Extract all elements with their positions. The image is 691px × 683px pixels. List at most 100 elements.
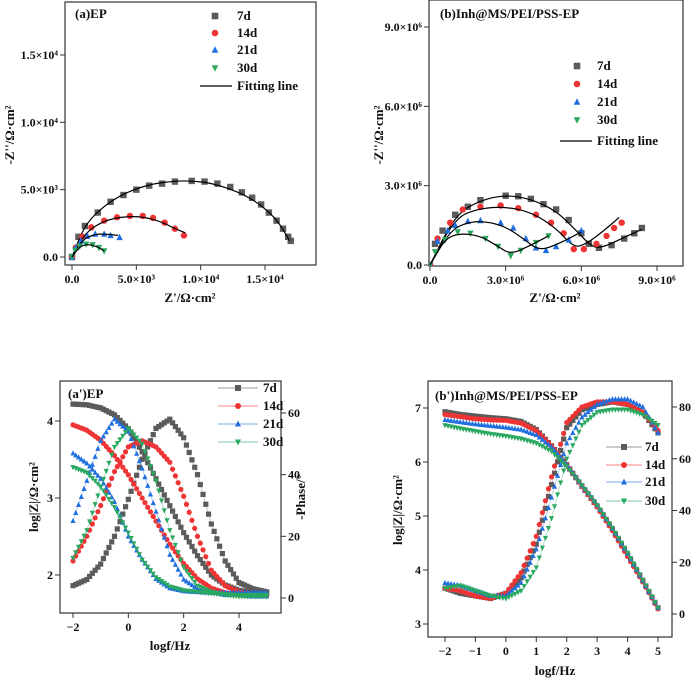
phase-point xyxy=(178,486,184,493)
series-30d xyxy=(442,407,661,611)
phase-point xyxy=(175,427,181,433)
phase-point xyxy=(156,423,162,430)
logZ-line xyxy=(72,424,267,597)
logZ-point xyxy=(200,560,206,567)
phase-point xyxy=(518,588,524,594)
phase-point xyxy=(120,423,126,429)
phase-point xyxy=(518,570,524,576)
phase-point xyxy=(153,425,159,432)
phase-point xyxy=(134,472,140,478)
logZ-point xyxy=(145,504,151,510)
logZ-point xyxy=(114,505,120,511)
phase-point xyxy=(95,445,101,451)
data-point xyxy=(214,180,221,187)
phase-point xyxy=(551,470,558,476)
phase-point xyxy=(100,496,107,502)
logZ-point xyxy=(512,425,518,431)
phase-point xyxy=(136,438,142,444)
series-30d xyxy=(429,229,552,266)
phase-point xyxy=(603,408,609,414)
logZ-point xyxy=(621,545,628,551)
data-point xyxy=(81,222,89,230)
logZ-point xyxy=(524,428,530,434)
x-tick-label: 3.0×10⁶ xyxy=(487,273,525,287)
x-tick-label: 4 xyxy=(625,644,631,658)
phase-point xyxy=(167,528,173,534)
logZ-point xyxy=(106,496,112,503)
phase-point xyxy=(205,511,212,517)
legend-label: 14d xyxy=(597,76,618,91)
logZ-point xyxy=(164,497,170,503)
phase-point xyxy=(73,550,79,556)
legend-marker xyxy=(621,462,627,468)
data-point xyxy=(467,230,474,237)
legend-label: 21d xyxy=(645,474,666,489)
data-point xyxy=(72,247,79,254)
phase-point xyxy=(576,410,582,416)
x-tick-label: 5 xyxy=(655,644,661,658)
phase-point xyxy=(533,533,539,539)
logZ-point xyxy=(111,505,118,511)
phase-point xyxy=(167,459,173,465)
phase-point xyxy=(551,463,558,469)
phase-point xyxy=(548,494,555,500)
phase-point xyxy=(175,550,181,556)
logZ-point xyxy=(150,571,156,577)
logZ-point xyxy=(542,439,549,445)
phase-point xyxy=(542,498,549,504)
data-point xyxy=(452,221,459,229)
phase-point xyxy=(147,438,154,444)
phase-point xyxy=(570,443,576,449)
data-point xyxy=(201,178,208,185)
x-tick-label: 5.0×10³ xyxy=(118,272,156,286)
series-7d xyxy=(70,401,270,597)
phase-point xyxy=(134,435,140,441)
logZ-point xyxy=(136,444,142,450)
phase-point xyxy=(78,579,84,585)
series-14d xyxy=(429,202,625,266)
phase-point xyxy=(153,508,159,514)
y-right-tick-label: 40 xyxy=(679,504,691,518)
x-tick-label: 4 xyxy=(236,620,242,634)
y-tick-label: 2 xyxy=(47,568,53,582)
data-point xyxy=(618,219,625,226)
phase-point xyxy=(200,491,206,497)
phase-point xyxy=(512,578,518,584)
legend-label: 21d xyxy=(263,416,284,431)
logZ-point xyxy=(606,521,612,527)
data-point xyxy=(595,244,603,252)
phase-point xyxy=(228,567,234,573)
phase-point xyxy=(551,483,558,489)
logZ-point xyxy=(92,478,98,485)
phase-point xyxy=(92,453,98,459)
y-tick-label: 1.5×10⁴ xyxy=(21,48,59,62)
legend-marker xyxy=(573,80,581,88)
phase-point xyxy=(512,581,518,587)
y-axis-label: -Z''/Ω·cm² xyxy=(371,105,386,164)
phase-point xyxy=(117,459,123,465)
data-point xyxy=(608,241,615,249)
phase-point xyxy=(172,423,178,430)
phase-point xyxy=(521,562,527,568)
logZ-point xyxy=(139,495,145,501)
phase-point xyxy=(524,566,530,572)
phase-point xyxy=(512,591,518,597)
logZ-point xyxy=(509,425,515,431)
legend-marker xyxy=(573,62,581,70)
legend-label: 14d xyxy=(645,457,666,472)
phase-point xyxy=(219,551,225,557)
phase-point xyxy=(175,480,181,486)
logZ-point xyxy=(451,418,457,424)
logZ-point xyxy=(594,503,600,509)
logZ-point xyxy=(503,424,509,430)
logZ-point xyxy=(649,594,655,600)
plot-area xyxy=(442,396,661,612)
phase-point xyxy=(100,433,107,439)
phase-line xyxy=(444,409,659,599)
logZ-point xyxy=(70,450,76,456)
phase-point xyxy=(183,501,190,507)
phase-point xyxy=(637,402,643,408)
phase-point xyxy=(178,557,184,563)
phase-point xyxy=(527,574,533,580)
chart-b2: −2 −1 0 1 2 3 4 5 3 4 5 6 7 0 20 40 60 80 (b')Inh@MS/PEI/P… xyxy=(390,380,691,678)
